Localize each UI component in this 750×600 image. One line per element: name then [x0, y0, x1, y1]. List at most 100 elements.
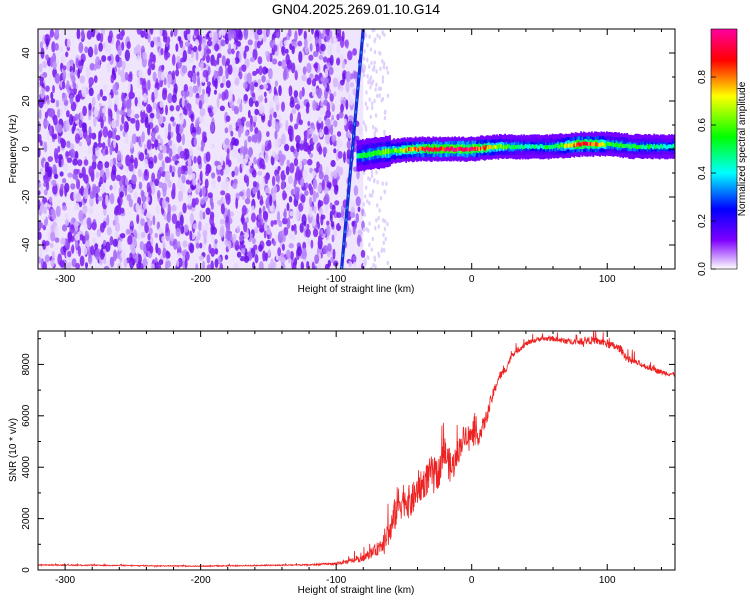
- noise-speckle: [69, 148, 76, 159]
- carrier-ridge-cell: [464, 147, 467, 152]
- carrier-ridge-cell: [521, 145, 524, 150]
- noise-speckle: [333, 35, 337, 45]
- spectrogram-xtick-label: -200: [191, 274, 211, 285]
- noise-speckle: [171, 155, 177, 162]
- noise-speckle: [102, 239, 107, 247]
- noise-speckle: [367, 80, 370, 85]
- noise-speckle: [129, 256, 135, 269]
- noise-speckle: [331, 204, 336, 216]
- noise-speckle: [139, 241, 145, 251]
- noise-speckle: [167, 130, 172, 141]
- noise-speckle: [356, 169, 360, 180]
- carrier-ridge-cell: [563, 144, 566, 149]
- carrier-ridge-cell: [582, 141, 585, 146]
- noise-speckle: [181, 65, 188, 74]
- noise-speckle: [130, 246, 136, 254]
- noise-speckle: [51, 41, 56, 53]
- noise-speckle: [60, 183, 64, 191]
- carrier-ridge-cell: [412, 147, 414, 152]
- noise-speckle: [357, 237, 361, 243]
- noise-speckle: [74, 233, 80, 241]
- noise-speckle: [299, 90, 303, 100]
- noise-speckle: [383, 226, 387, 232]
- noise-speckle: [175, 123, 180, 136]
- carrier-ridge-cell: [544, 145, 547, 150]
- carrier-ridge-cell: [577, 141, 580, 146]
- carrier-ridge-cell: [379, 150, 382, 156]
- noise-speckle: [112, 238, 118, 247]
- noise-speckle: [259, 227, 265, 233]
- noise-speckle: [128, 162, 134, 172]
- noise-speckle: [206, 81, 211, 87]
- carrier-ridge-cell: [454, 147, 456, 152]
- noise-speckle: [152, 36, 158, 45]
- noise-speckle: [195, 97, 200, 105]
- noise-speckle: [264, 97, 268, 104]
- noise-speckle: [210, 260, 214, 269]
- noise-speckle: [150, 131, 156, 138]
- noise-speckle: [218, 66, 223, 77]
- noise-speckle: [77, 159, 83, 167]
- noise-speckle: [227, 47, 233, 55]
- noise-speckle: [93, 75, 98, 84]
- noise-speckle: [192, 72, 197, 84]
- carrier-ridge-cell: [437, 147, 440, 152]
- noise-speckle: [119, 124, 123, 132]
- noise-speckle: [88, 144, 92, 155]
- carrier-ridge-cell: [447, 146, 450, 151]
- carrier-ridge-cell: [450, 146, 452, 151]
- noise-speckle: [368, 201, 371, 206]
- noise-speckle: [286, 59, 293, 70]
- carrier-ridge-cell: [428, 147, 431, 152]
- noise-speckle: [377, 224, 380, 229]
- noise-speckle: [343, 151, 346, 164]
- noise-speckle: [89, 63, 95, 71]
- noise-speckle: [254, 108, 259, 116]
- noise-speckle: [185, 29, 191, 35]
- noise-speckle: [85, 134, 90, 143]
- noise-speckle: [90, 245, 95, 256]
- noise-speckle: [167, 93, 173, 104]
- noise-speckle: [228, 43, 232, 50]
- noise-speckle: [76, 178, 81, 190]
- carrier-ridge-cell: [416, 147, 418, 152]
- noise-speckle: [156, 36, 161, 43]
- noise-speckle: [53, 147, 59, 160]
- noise-speckle: [93, 107, 99, 118]
- snr-frame: [37, 330, 676, 571]
- carrier-ridge-cell: [672, 143, 675, 148]
- snr-ytick-label: 8000: [21, 353, 32, 376]
- noise-speckle: [196, 145, 201, 151]
- noise-speckle: [318, 145, 323, 155]
- snr-xtick-label: 100: [599, 575, 616, 586]
- noise-speckle: [47, 156, 54, 162]
- noise-speckle: [134, 113, 140, 119]
- carrier-ridge-cell: [670, 145, 673, 150]
- noise-speckle: [205, 151, 211, 163]
- noise-speckle: [363, 212, 367, 217]
- noise-speckle: [203, 93, 209, 104]
- noise-speckle: [264, 221, 268, 231]
- noise-speckle: [156, 111, 161, 120]
- noise-speckle: [249, 81, 255, 92]
- noise-speckle: [306, 237, 311, 246]
- noise-speckle: [95, 56, 101, 68]
- carrier-ridge-cell: [431, 147, 433, 152]
- noise-speckle: [38, 231, 42, 241]
- noise-speckle: [164, 127, 169, 138]
- noise-speckle: [193, 29, 200, 37]
- noise-speckle: [141, 105, 145, 113]
- noise-speckle: [171, 70, 176, 81]
- noise-speckle: [195, 263, 199, 269]
- noise-speckle: [234, 166, 239, 176]
- noise-speckle: [289, 162, 295, 174]
- noise-speckle: [360, 249, 366, 258]
- noise-speckle: [312, 136, 319, 144]
- carrier-ridge-cell: [421, 146, 424, 151]
- noise-speckle: [131, 174, 137, 185]
- noise-speckle: [212, 59, 218, 67]
- carrier-ridge-cell: [363, 152, 366, 158]
- noise-speckle: [131, 133, 137, 145]
- noise-speckle: [311, 29, 314, 35]
- noise-speckle: [382, 61, 386, 66]
